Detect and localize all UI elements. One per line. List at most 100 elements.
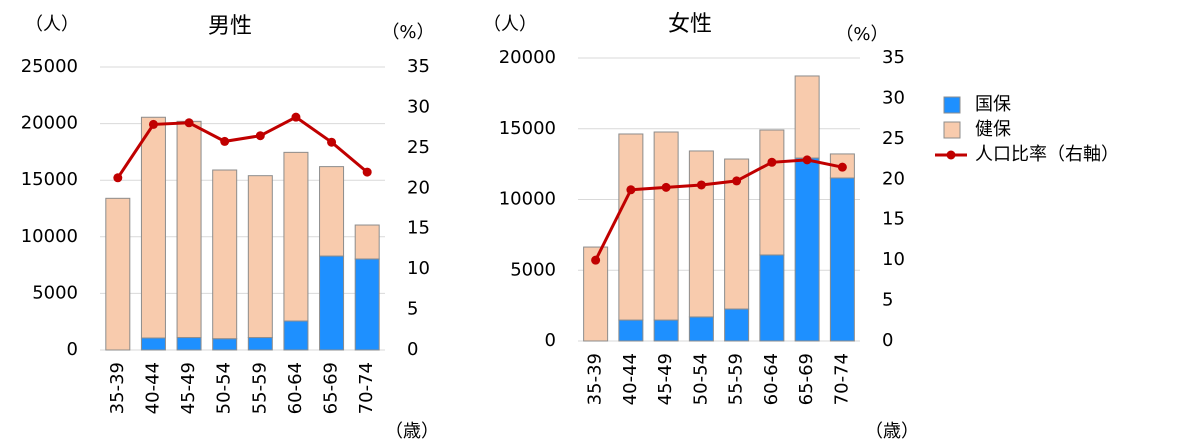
x-axis-label: （歳） <box>385 421 439 442</box>
x-tick-label: 40-44 <box>620 353 641 405</box>
x-tick-label: 50-54 <box>690 353 711 405</box>
y2-tick-label: 20 <box>407 177 430 198</box>
bar <box>176 120 202 339</box>
y2-tick-label: 10 <box>407 258 430 279</box>
bar <box>688 316 714 342</box>
bar <box>759 129 785 256</box>
bar <box>140 116 166 339</box>
line-series <box>116 115 369 179</box>
y-tick-label: 15000 <box>21 169 78 190</box>
y-tick-label: 5000 <box>32 282 78 303</box>
y2-tick-label: 10 <box>882 249 905 270</box>
y2-tick-label: 35 <box>407 56 430 77</box>
y-tick-label: 15000 <box>499 118 556 139</box>
x-tick-label: 70-74 <box>831 353 852 405</box>
y2-axis-label: （%） <box>835 24 888 45</box>
x-tick-label: 35-39 <box>107 362 128 414</box>
bar <box>724 308 750 342</box>
line-point <box>220 136 230 146</box>
line-point <box>802 155 812 165</box>
y-tick-label: 25000 <box>21 56 78 77</box>
bar <box>212 169 238 340</box>
x-tick-label: 50-54 <box>214 362 235 414</box>
bar <box>618 133 644 321</box>
legend-label: 健保 <box>975 119 1011 140</box>
y2-tick-label: 15 <box>407 218 430 239</box>
y2-tick-label: 25 <box>407 137 430 158</box>
bar <box>247 337 273 351</box>
legend-label: 国保 <box>975 94 1011 115</box>
x-tick-label: 35-39 <box>585 353 606 405</box>
line-point <box>696 180 706 190</box>
line-point <box>327 137 337 147</box>
y-tick-label: 0 <box>545 330 556 351</box>
bar <box>724 158 750 310</box>
x-tick-label: 45-49 <box>178 362 199 414</box>
x-tick-label: 55-59 <box>249 362 270 414</box>
line-point <box>661 182 671 192</box>
line-point <box>626 185 636 195</box>
bar <box>688 150 714 318</box>
x-tick-label: 65-69 <box>796 353 817 405</box>
line-point <box>255 131 265 141</box>
x-tick-label: 40-44 <box>142 362 163 414</box>
y2-tick-label: 20 <box>882 168 905 189</box>
y2-tick-label: 15 <box>882 209 905 230</box>
bar <box>354 224 380 260</box>
bar <box>354 258 380 351</box>
legend-swatch <box>943 96 961 114</box>
legend-marker <box>946 150 956 160</box>
bar <box>283 320 309 351</box>
y2-tick-label: 30 <box>407 96 430 117</box>
x-tick-label: 60-64 <box>285 362 306 414</box>
y-axis-label: （人） <box>25 14 79 35</box>
bar <box>283 151 309 322</box>
bar <box>212 338 238 351</box>
bar <box>794 75 820 159</box>
line-point <box>291 112 301 122</box>
x-tick-label: 60-64 <box>761 353 782 405</box>
line-point <box>767 157 777 167</box>
line-point <box>148 119 158 129</box>
y2-tick-label: 5 <box>407 299 418 320</box>
y-tick-label: 0 <box>67 339 78 360</box>
y2-tick-label: 30 <box>882 87 905 108</box>
y2-tick-label: 0 <box>407 339 418 360</box>
y-tick-label: 10000 <box>499 189 556 210</box>
bar <box>653 131 679 321</box>
y2-tick-label: 25 <box>882 128 905 149</box>
y-tick-label: 20000 <box>499 47 556 68</box>
x-axis-label: （歳） <box>865 421 919 442</box>
chart-title: 女性 <box>668 12 712 37</box>
y-axis-label: （人） <box>483 14 537 35</box>
x-tick-label: 45-49 <box>655 353 676 405</box>
line-point <box>362 167 372 177</box>
y2-tick-label: 0 <box>882 330 893 351</box>
y2-axis-label: （%） <box>381 22 434 43</box>
bar <box>176 337 202 351</box>
y2-tick-label: 35 <box>882 47 905 68</box>
bar <box>583 246 609 342</box>
line-point <box>732 176 742 186</box>
bar <box>140 337 166 351</box>
y-tick-label: 10000 <box>21 226 78 247</box>
legend-label: 人口比率（右軸） <box>975 144 1119 165</box>
bar <box>759 254 785 342</box>
y2-tick-label: 5 <box>882 290 893 311</box>
y-tick-label: 20000 <box>21 113 78 134</box>
line-point <box>184 118 194 128</box>
bar <box>105 197 131 351</box>
bar <box>247 175 273 339</box>
bar <box>618 319 644 342</box>
bar <box>653 319 679 342</box>
line-series <box>594 158 843 261</box>
bar <box>794 157 820 342</box>
x-tick-label: 70-74 <box>356 362 377 414</box>
bar <box>829 177 855 342</box>
x-tick-label: 65-69 <box>321 362 342 414</box>
line-point <box>113 173 123 183</box>
y-tick-label: 5000 <box>510 259 556 280</box>
chart-title: 男性 <box>208 14 252 39</box>
line-point <box>591 255 601 265</box>
